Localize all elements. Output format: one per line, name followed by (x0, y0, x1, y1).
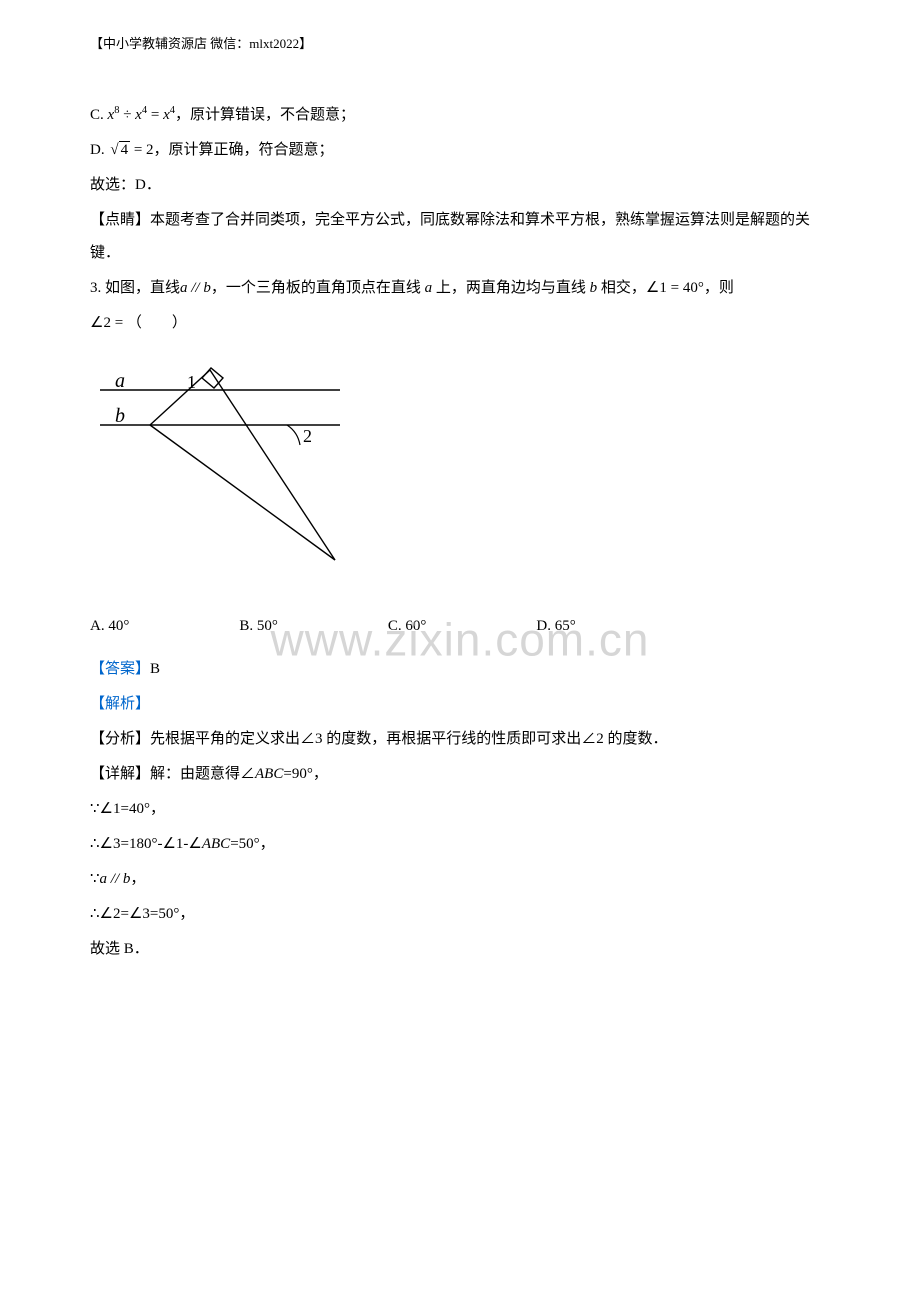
c-prefix: C. (90, 107, 108, 123)
q3-mid4: ，则 (704, 280, 734, 296)
q3-line1: 3. 如图，直线a // b，一个三角板的直角顶点在直线 a 上，两直角边均与直… (90, 272, 830, 305)
step4: ∴∠2=∠3=50°， (90, 898, 830, 931)
q3-mid1: ，一个三角板的直角顶点在直线 (211, 280, 421, 296)
q3-angle2: ∠2 = （ ） (90, 315, 187, 331)
q3-ab: a // b (180, 280, 211, 296)
step2: ∴∠3=180°-∠1-∠ABC=50°， (90, 828, 830, 861)
q3-prefix: 3. 如图，直线 (90, 280, 180, 296)
q3-angle1: ∠1 = 40° (646, 280, 704, 296)
xiangjie-prefix: 【详解】解：由题意得∠ (90, 766, 255, 782)
d-eq: = 2 (130, 142, 153, 158)
jiexi-label: 【解析】 (90, 688, 830, 721)
step1: ∵∠1=40°， (90, 793, 830, 826)
option-d: D. 65° (536, 610, 575, 643)
line-d: D. 4 = 2，原计算正确，符合题意； (90, 134, 830, 167)
line-c: C. x8 ÷ x4 = x4，原计算错误，不合题意； (90, 99, 830, 132)
step3: ∵a // b， (90, 863, 830, 896)
d-prefix: D. (90, 142, 108, 158)
c-base2: x (135, 107, 142, 123)
fig-label-a: a (115, 370, 125, 392)
step3-ab: a // b (100, 871, 131, 887)
answer-line: 【答案】B (90, 653, 830, 686)
c-rhs-base: x (163, 107, 170, 123)
sqrt-arg: 4 (119, 141, 131, 158)
answer-label: 【答案】 (90, 661, 150, 677)
options-row: A. 40° B. 50° C. 60° D. 65° (90, 610, 830, 643)
option-a: A. 40° (90, 610, 129, 643)
step2-prefix: ∴∠3=180°-∠1-∠ (90, 836, 202, 852)
step2-abc: ABC (202, 836, 230, 852)
c-div: ÷ (119, 107, 135, 123)
c-suffix: ，原计算错误，不合题意； (175, 107, 355, 123)
fig-label-2: 2 (303, 426, 312, 446)
fenxi: 【分析】先根据平角的定义求出∠3 的度数，再根据平行线的性质即可求出∠2 的度数… (90, 723, 830, 756)
xiangjie-abc: ABC (255, 766, 283, 782)
xiangjie-suffix: =90°， (283, 766, 327, 782)
step3-suffix: ， (130, 871, 145, 887)
fig-label-1: 1 (187, 372, 196, 392)
sqrt-icon: 4 (110, 134, 130, 167)
d-suffix: ，原计算正确，符合题意； (154, 142, 334, 158)
step3-prefix: ∵ (90, 871, 100, 887)
q3-mid3: 相交， (601, 280, 646, 296)
geometry-figure: a b 1 2 (90, 360, 350, 580)
option-c: C. 60° (388, 610, 427, 643)
q3-mid2: 上，两直角边均与直线 (436, 280, 586, 296)
answer-value: B (150, 661, 160, 677)
xiangjie: 【详解】解：由题意得∠ABC=90°， (90, 758, 830, 791)
q3-line2: ∠2 = （ ） (90, 307, 830, 340)
q3-b: b (586, 280, 601, 296)
dianjing: 【点睛】本题考查了合并同类项，完全平方公式，同底数幂除法和算术平方根，熟练掌握运… (90, 204, 830, 270)
line-select: 故选：D． (90, 169, 830, 202)
step2-suffix: =50°， (230, 836, 274, 852)
page-header: 【中小学教辅资源店 微信：mlxt2022】 (90, 30, 830, 59)
fig-label-b: b (115, 405, 125, 427)
step5: 故选 B． (90, 933, 830, 966)
option-b: B. 50° (239, 610, 278, 643)
c-eq: = (147, 107, 163, 123)
q3-a: a (421, 280, 436, 296)
